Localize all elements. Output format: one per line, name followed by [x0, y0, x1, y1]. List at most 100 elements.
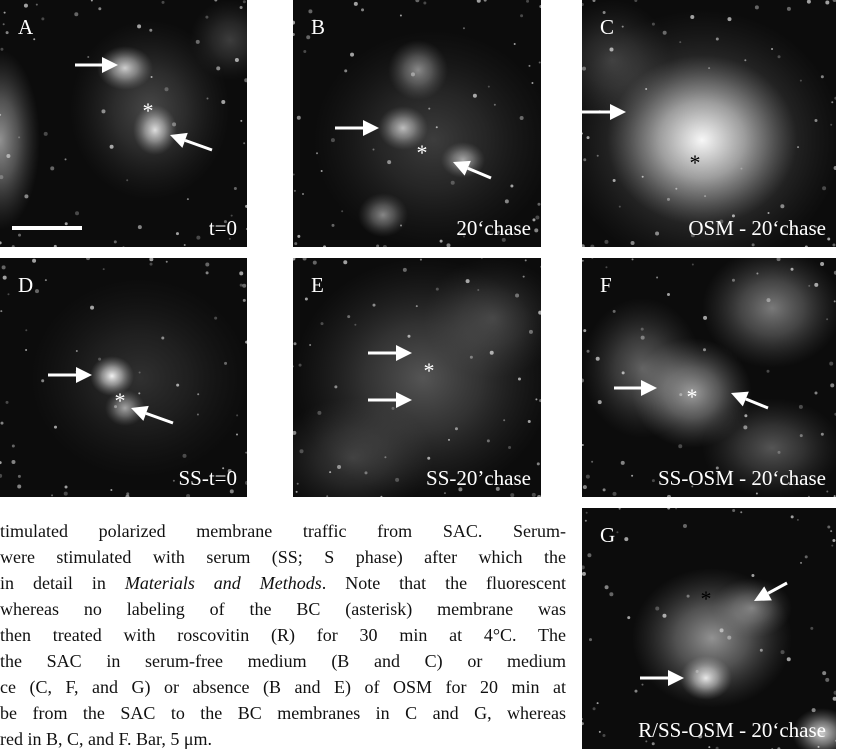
speckle [494, 104, 496, 106]
speckle [703, 348, 706, 351]
speckle [487, 439, 490, 442]
speckle [822, 671, 826, 675]
speckle [525, 259, 527, 261]
speckle [196, 40, 200, 44]
speckle [532, 493, 536, 497]
speckle [834, 691, 836, 695]
speckle [529, 330, 533, 334]
speckle [655, 606, 659, 610]
speckle [205, 16, 208, 19]
speckle [732, 279, 735, 282]
speckle [186, 494, 190, 497]
speckle [86, 258, 90, 260]
panel-letter: G [600, 523, 615, 547]
speckle [703, 316, 707, 320]
speckle [656, 276, 658, 278]
speckle [597, 702, 599, 704]
speckle [627, 616, 630, 619]
speckle [25, 329, 27, 331]
speckle [323, 245, 326, 247]
speckle [50, 166, 54, 170]
fluorescence [582, 298, 702, 438]
speckle [667, 495, 671, 497]
speckle [599, 731, 601, 733]
speckle [384, 456, 386, 458]
speckle [329, 471, 331, 473]
asterisk: * [690, 150, 701, 175]
speckle [597, 155, 599, 157]
speckle [317, 411, 321, 415]
panel-image: *GR/SS-OSM - 20‘chase [582, 508, 836, 749]
speckle [245, 205, 247, 208]
speckle [596, 357, 600, 361]
speckle [416, 305, 418, 307]
page: *At=0*B20‘chase*COSM - 20‘chase*DSS-t=0*… [0, 0, 846, 749]
speckle [101, 109, 105, 113]
panel-label: R/SS-OSM - 20‘chase [638, 718, 826, 742]
speckle [297, 235, 300, 238]
speckle [245, 481, 247, 485]
speckle [224, 362, 227, 365]
speckle [591, 258, 593, 259]
speckle [125, 495, 129, 497]
speckle [831, 545, 833, 547]
speckle [622, 371, 625, 374]
speckle [341, 210, 343, 212]
speckle [534, 228, 538, 232]
speckle [540, 266, 541, 268]
caption-italic: Materials and Methods [125, 573, 322, 593]
speckle [51, 494, 53, 496]
asterisk: * [417, 140, 428, 165]
speckle [619, 508, 621, 510]
speckle [466, 279, 470, 283]
speckle [334, 385, 337, 388]
speckle [740, 168, 742, 170]
speckle [303, 258, 307, 260]
speckle [787, 7, 791, 11]
speckle [807, 0, 811, 4]
speckle [537, 495, 541, 497]
caption-line: be from the SAC to the BC membranes in C… [0, 700, 566, 726]
speckle [582, 565, 585, 569]
speckle [805, 245, 808, 247]
speckle [400, 15, 402, 17]
speckle [463, 27, 465, 29]
speckle [834, 495, 836, 497]
speckle [427, 457, 430, 460]
speckle [832, 244, 835, 247]
speckle [756, 273, 758, 275]
speckle [17, 485, 21, 489]
speckle [176, 384, 179, 387]
speckle [535, 398, 537, 400]
speckle [708, 67, 710, 69]
speckle [805, 555, 808, 558]
speckle [293, 21, 295, 25]
speckle [354, 2, 358, 6]
speckle [44, 132, 48, 136]
speckle [64, 492, 68, 496]
speckle [740, 511, 742, 513]
speckle [331, 224, 334, 227]
speckle [743, 425, 747, 429]
speckle [605, 585, 609, 589]
speckle [808, 496, 810, 497]
speckle [206, 271, 209, 274]
speckle [114, 240, 117, 243]
speckle [800, 562, 802, 564]
speckle [582, 718, 583, 720]
scale-bar [12, 226, 82, 230]
speckle [4, 12, 6, 14]
speckle [716, 38, 719, 41]
speckle [473, 94, 477, 98]
speckle [834, 271, 836, 275]
speckle [373, 304, 376, 307]
speckle [387, 160, 391, 164]
speckle [172, 122, 176, 126]
panel-letter: A [18, 15, 34, 39]
speckle [214, 0, 217, 2]
speckle [54, 245, 57, 247]
speckle [778, 55, 781, 58]
speckle [814, 391, 817, 394]
speckle [767, 370, 770, 373]
speckle [514, 43, 516, 45]
